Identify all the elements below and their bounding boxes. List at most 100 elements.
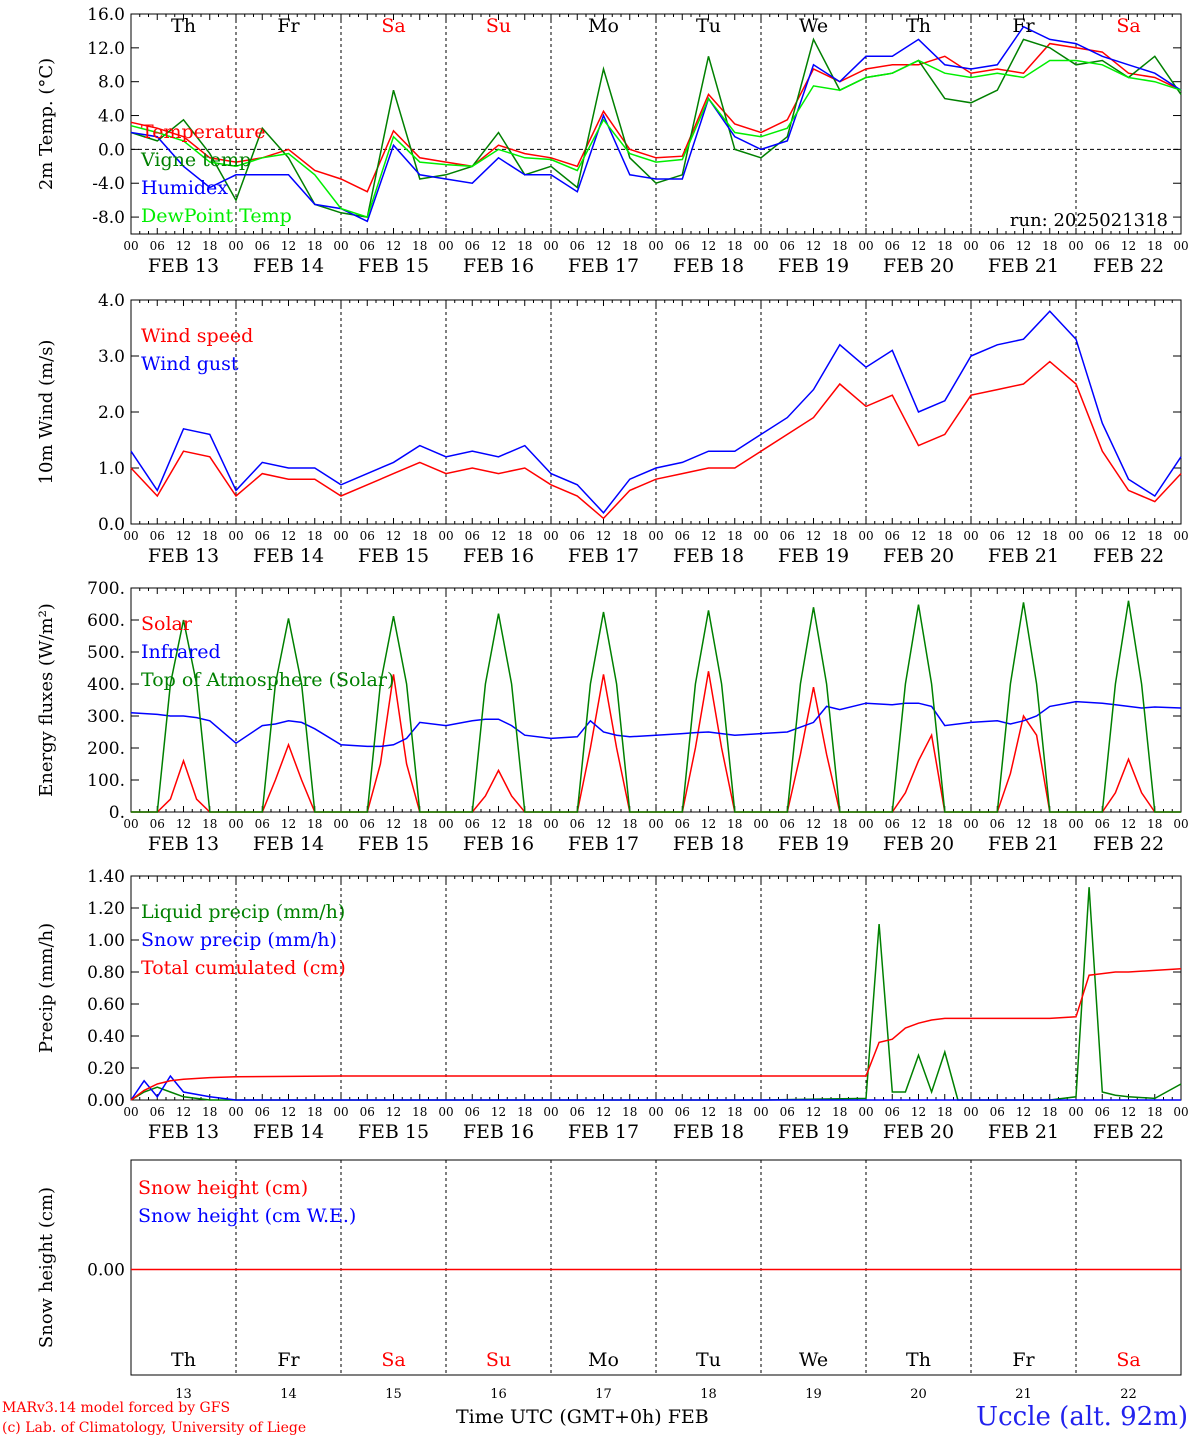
hour-tick-label: 18 [727,529,742,543]
date-label: FEB 16 [463,1121,534,1143]
hour-tick-label: 00 [648,239,663,253]
y-tick-label: 12.0 [87,39,125,59]
weekday-label: Su [486,15,511,37]
legend-entry: Vigne temp [140,149,251,171]
hour-tick-label: 06 [675,529,690,543]
weekday-label: Fr [1012,15,1035,37]
weekday-label: Tu [696,15,721,37]
y-tick-label: 500. [87,643,125,663]
run-label: run: 2025021318 [1010,210,1168,231]
hour-tick-label: 00 [963,1105,978,1119]
day-number-label: 17 [595,1387,612,1400]
legend-entry: Snow height (cm W.E.) [138,1205,356,1227]
legend-entry: Top of Atmosphere (Solar) [141,669,394,691]
hour-tick-label: 00 [963,817,978,831]
hour-tick-label: 00 [1068,1105,1083,1119]
series-line-total-cumulated-cm- [130,968,1182,1101]
y-tick-label: 400. [87,675,125,695]
hour-tick-label: 18 [937,1105,952,1119]
date-label: FEB 20 [883,545,954,567]
legend-entry: Solar [141,613,193,635]
hour-tick-label: 00 [753,1105,768,1119]
hour-tick-label: 06 [570,239,585,253]
hour-tick-label: 00 [543,529,558,543]
hour-tick-label: 00 [648,529,663,543]
day-number-label: 20 [910,1387,927,1400]
hour-tick-label: 00 [1173,1105,1188,1119]
weekday-label: Th [171,15,196,37]
date-label: FEB 15 [358,255,429,277]
hour-tick-label: 06 [255,1105,270,1119]
station-label: Uccle (alt. 92m) [976,1402,1188,1432]
hour-tick-label: 18 [622,529,637,543]
hour-tick-label: 18 [307,239,322,253]
hour-tick-label: 18 [622,239,637,253]
hour-tick-label: 00 [1173,817,1188,831]
hour-tick-label: 12 [701,239,716,253]
hour-tick-label: 12 [1121,239,1136,253]
weekday-label: Sa [1116,15,1140,37]
hour-tick-label: 12 [596,817,611,831]
hour-tick-label: 06 [255,529,270,543]
y-tick-label: -4.0 [92,174,125,194]
hour-tick-label: 18 [307,817,322,831]
hour-tick-label: 12 [911,1105,926,1119]
y-tick-label: 2.0 [98,403,125,423]
hour-tick-label: 12 [1121,1105,1136,1119]
hour-tick-label: 12 [1016,817,1031,831]
date-label: FEB 13 [148,1121,219,1143]
hour-tick-label: 00 [963,239,978,253]
legend-entry: Total cumulated (cm) [141,957,346,979]
legend-entry: Liquid precip (mm/h) [141,901,345,923]
date-label: FEB 19 [778,1121,849,1143]
hour-tick-label: 00 [123,529,138,543]
hour-tick-label: 00 [333,239,348,253]
hour-tick-label: 18 [1147,239,1162,253]
hour-tick-label: 18 [517,1105,532,1119]
date-label: FEB 17 [568,1121,639,1143]
legend-entry: DewPoint Temp [141,205,292,227]
hour-tick-label: 18 [517,529,532,543]
hour-tick-label: 12 [176,529,191,543]
hour-tick-label: 06 [150,817,165,831]
hour-tick-label: 00 [858,817,873,831]
hour-tick-label: 18 [517,239,532,253]
date-label: FEB 21 [988,545,1059,567]
hour-tick-label: 18 [727,1105,742,1119]
date-label: FEB 16 [463,255,534,277]
hour-tick-label: 06 [570,529,585,543]
hour-tick-label: 06 [465,239,480,253]
date-label: FEB 17 [568,545,639,567]
date-label: FEB 13 [148,255,219,277]
hour-tick-label: 00 [123,817,138,831]
date-label: FEB 18 [673,1121,744,1143]
hour-tick-label: 18 [202,1105,217,1119]
y-axis-title: 10m Wind (m/s) [36,340,57,485]
series-line-top-of-atmosphere-solar- [131,600,1181,813]
y-tick-label: 1.40 [87,867,125,887]
day-number-label: 16 [490,1387,507,1400]
date-label: FEB 20 [883,833,954,855]
hour-tick-label: 18 [622,1105,637,1119]
hour-tick-label: 18 [1147,529,1162,543]
hour-tick-label: 06 [150,239,165,253]
hour-tick-label: 12 [806,529,821,543]
hour-tick-label: 18 [727,239,742,253]
date-label: FEB 19 [778,545,849,567]
hour-tick-label: 06 [675,239,690,253]
y-axis-title: Precip (mm/h) [36,923,57,1053]
hour-tick-label: 06 [675,817,690,831]
panel-frame [130,299,1182,525]
hour-tick-label: 12 [176,239,191,253]
y-tick-label: 3.0 [98,347,125,367]
hour-tick-label: 00 [228,239,243,253]
y-tick-label: 0.00 [87,1261,125,1281]
y-tick-label: 1.20 [87,899,125,919]
hour-tick-label: 00 [1068,529,1083,543]
hour-tick-label: 06 [360,817,375,831]
hour-tick-label: 12 [176,817,191,831]
date-label: FEB 22 [1093,833,1164,855]
hour-tick-label: 12 [1121,529,1136,543]
y-tick-label: 0.60 [87,995,125,1015]
date-label: FEB 20 [883,1121,954,1143]
